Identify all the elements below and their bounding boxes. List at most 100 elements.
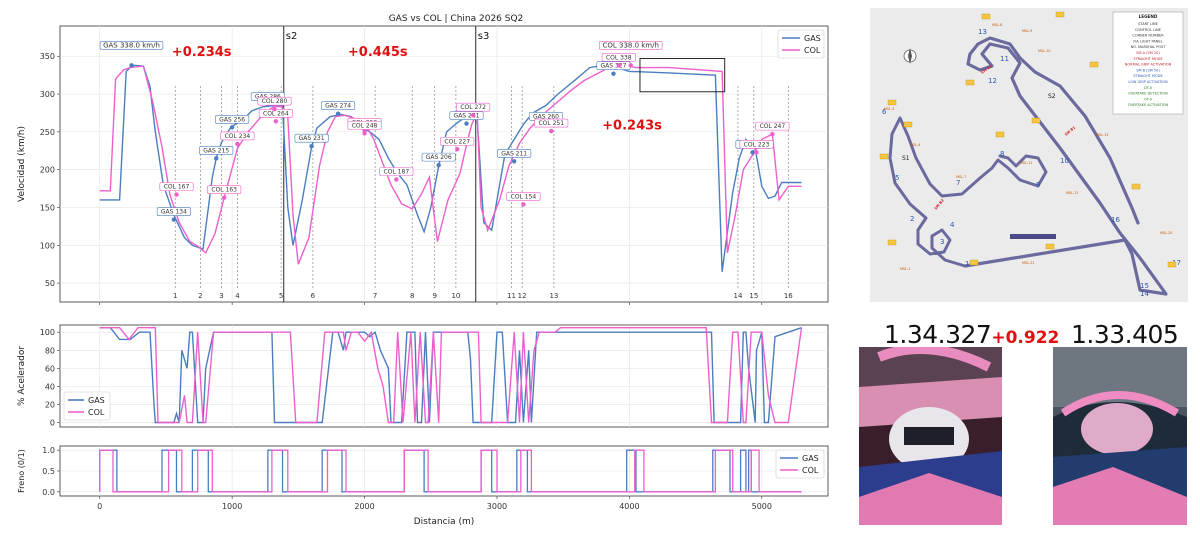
x-tick-label: 4000 [619, 502, 639, 511]
speed-line-col [99, 63, 802, 265]
speed-series [99, 63, 802, 272]
speed-point-marker [229, 125, 235, 130]
corner-label: 7 [373, 292, 377, 300]
speed-point-label: GAS 274 [325, 103, 351, 110]
speed-point-label: GAS 261 [454, 113, 480, 120]
speed-label-box [220, 131, 255, 141]
corner-number: 14 [1140, 290, 1149, 298]
speed-label-box [739, 139, 774, 149]
corner-number: 2 [910, 215, 914, 223]
speed-label-box [207, 185, 242, 194]
corner-label: 5 [279, 292, 283, 300]
brake-y-axis-label: Freno (0/1) [17, 449, 26, 493]
corner-label: 8 [410, 292, 414, 300]
circuit-path [888, 36, 1168, 296]
y-tick-label: 100 [40, 241, 55, 250]
track-legend-item: DT-0 [1144, 86, 1152, 90]
x-tick-label: 1000 [222, 502, 242, 511]
speed-label-box [379, 167, 414, 176]
speed-x-ticks [99, 302, 763, 305]
y-tick-label: 50 [45, 279, 55, 288]
y-tick-label: 200 [40, 166, 55, 175]
speed-label-box [755, 121, 790, 131]
x-tick-label: 0 [97, 502, 102, 511]
svg-text:SM A1: SM A1 [980, 64, 993, 75]
speed-point-marker [455, 147, 460, 152]
speed-point-marker [214, 156, 219, 161]
legend-gas: GAS [804, 34, 821, 43]
speed-label-box [156, 207, 191, 216]
brake-legend: GAS COL [775, 449, 825, 479]
marshal-posts [879, 11, 1177, 268]
speed-point-label: GAS 211 [501, 150, 527, 157]
y-tick-label: 40 [45, 382, 55, 391]
corner-number: 17 [1172, 259, 1181, 267]
x-axis-label: Distancia (m) [414, 517, 474, 527]
track-legend-title: LEGEND [1139, 14, 1158, 19]
speed-label-box [159, 182, 194, 191]
speed-point-label: GAS 338.0 km/h [103, 41, 160, 49]
laptime-col-value: 1.33.405 [1071, 320, 1179, 349]
laptime-gas-delta: +0.922 [991, 328, 1060, 348]
legend-col: COL [88, 408, 105, 417]
speed-label-box [199, 146, 234, 155]
speed-point-marker [272, 106, 277, 112]
speed-point-label: COL 223 [744, 141, 770, 148]
zoom-box [639, 58, 726, 93]
svg-text:MSL-10: MSL-10 [1038, 49, 1050, 53]
track-legend-item: OVERTAKE ACTIVATION [1128, 103, 1169, 107]
speed-y-ticks: 50 100 150 200 250 300 350 [40, 52, 60, 288]
speed-label-box [99, 41, 164, 50]
track-legend: LEGEND START LINE CONTROL LINE CORNER NUMB… [1112, 11, 1184, 115]
speed-point-marker [750, 150, 755, 155]
track-legend-item: SM A (SM 20) [1136, 51, 1160, 55]
compass-icon [903, 48, 917, 64]
svg-text:MSL-20: MSL-20 [1160, 231, 1172, 235]
throttle-legend: GAS COL [63, 391, 111, 421]
corner-label: 10 [451, 292, 460, 300]
corner-number: 4 [950, 221, 955, 229]
speed-point-label: COL 338 [606, 54, 632, 61]
svg-text:MSL-11: MSL-11 [1020, 161, 1032, 165]
speed-label-box [456, 102, 491, 112]
speed-point-label: GAS 260 [533, 113, 559, 120]
speed-point-marker [436, 162, 441, 168]
svg-text:MSL-7: MSL-7 [956, 175, 966, 179]
svg-text:MSL-1: MSL-1 [900, 267, 910, 271]
y-tick-label: 100 [40, 328, 55, 337]
speed-point-marker [171, 217, 177, 222]
speed-legend: GAS COL [777, 29, 825, 59]
y-tick-label: 150 [40, 203, 55, 212]
speed-point-label: COL 338.0 km/h [602, 41, 658, 49]
corner-label: 14 [733, 292, 742, 300]
svg-text:MSL-21: MSL-21 [1022, 261, 1034, 265]
brake-series [99, 449, 802, 493]
corner-number: 13 [978, 28, 987, 36]
corner-number: 10 [1060, 157, 1069, 165]
legend-col: COL [804, 46, 821, 55]
track-legend-item: OVERTAKE DETECTION [1128, 92, 1168, 96]
y-tick-label: 60 [45, 364, 55, 373]
speed-point-label: COL 227 [444, 138, 470, 145]
throttle-line-col [99, 327, 803, 424]
svg-text:MSL-8: MSL-8 [992, 23, 1002, 27]
pit-lane [1010, 234, 1056, 239]
speed-label-box [534, 118, 569, 128]
speed-label-box [601, 53, 636, 62]
speed-point-marker [754, 150, 759, 155]
speed-point-label: GAS 327 [601, 63, 627, 70]
corner-label: 13 [549, 292, 558, 300]
svg-text:MSL-12: MSL-12 [1066, 191, 1078, 195]
speed-point-marker [521, 202, 526, 207]
speed-label-box [215, 115, 250, 124]
brake-panel: 0.0 0.5 1.0 0 1000 2000 3000 4000 5000 Freno (0… [17, 445, 829, 527]
track-legend-item: FIA LIGHT PANEL [1133, 39, 1162, 43]
svg-text:SM B2: SM B2 [934, 198, 946, 211]
track-legend-item: NO. MARSHAL POST [1131, 45, 1167, 49]
sector-label: s3 [478, 31, 490, 42]
corner-number: 6 [882, 108, 887, 116]
corner-number: 15 [1140, 282, 1149, 290]
speed-point-label: GAS 215 [203, 147, 229, 154]
straight-mode-markers: SM A1 SM B1 SM B2 [934, 64, 1077, 211]
